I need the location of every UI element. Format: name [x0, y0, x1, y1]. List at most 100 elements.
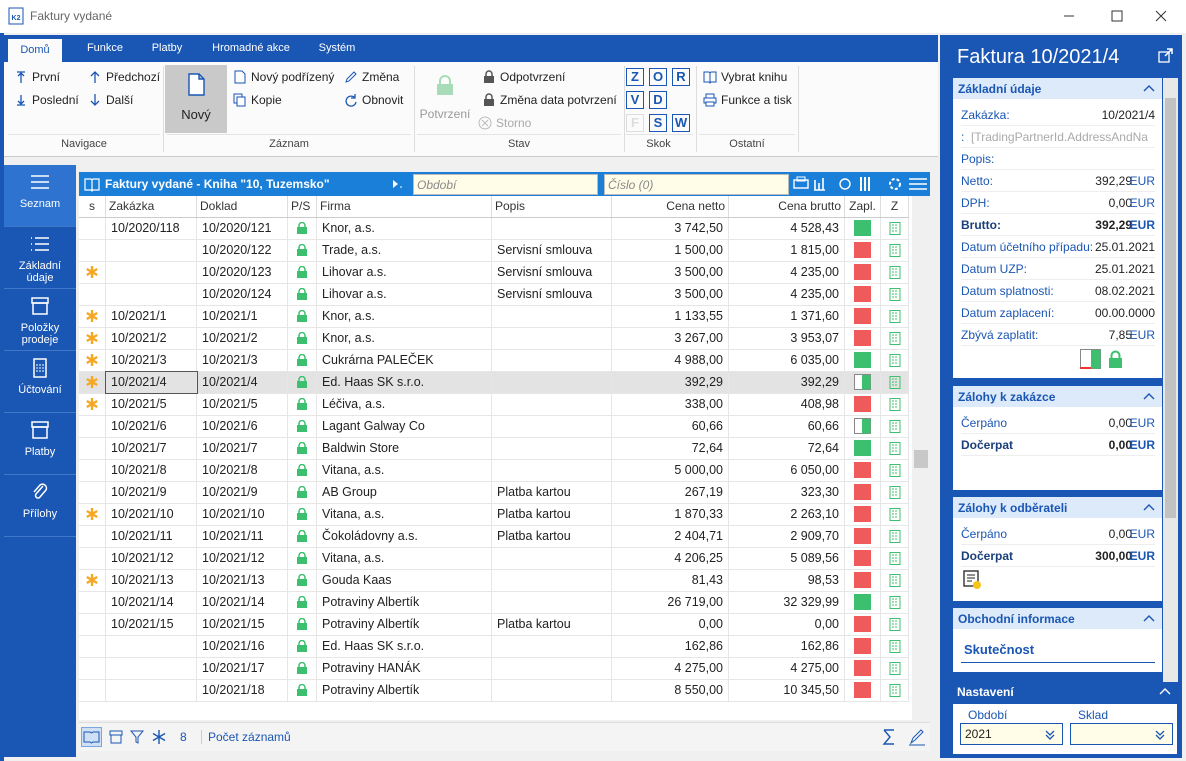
ribbon-button[interactable]: Obnovit: [344, 91, 403, 109]
splitter[interactable]: [940, 35, 948, 758]
cell-text[interactable]: 10/2021/1: [202, 309, 258, 323]
grid-row[interactable]: 10/2021/10 10/2021/10 Vitana, a.s. Platba k…: [79, 504, 909, 526]
cell-text[interactable]: 72,64: [691, 441, 723, 455]
ribbon-button[interactable]: Nový: [165, 65, 227, 133]
cell-text[interactable]: Platba kartou: [497, 507, 571, 521]
grid-row[interactable]: 10/2021/14 10/2021/14 Potraviny Albertík 26…: [79, 592, 909, 614]
cell-text[interactable]: Knor, a.s.: [322, 309, 375, 323]
cell-text[interactable]: 10/2020/122: [202, 243, 272, 257]
cell-text[interactable]: Vitana, a.s.: [322, 551, 385, 565]
button-label[interactable]: Poslední: [32, 93, 79, 107]
ribbon-tab[interactable]: Funkce: [86, 42, 124, 54]
grid-row[interactable]: 10/2021/3 10/2021/3 Cukrárna PALEČEK 4 988,…: [79, 350, 909, 372]
ribbon-button[interactable]: Další: [88, 91, 133, 109]
cell-text[interactable]: 26 719,00: [667, 595, 723, 609]
cell-text[interactable]: 10/2021/11: [202, 529, 264, 543]
sidebar-item[interactable]: Platby: [4, 413, 76, 475]
settings-title[interactable]: Nastavení: [957, 685, 1014, 699]
sidebar-label[interactable]: Seznam: [19, 198, 61, 210]
sidebar-item[interactable]: Seznam: [4, 165, 76, 227]
grid-row[interactable]: 10/2021/4 10/2021/4 Ed. Haas SK s.r.o. 392,…: [79, 371, 909, 394]
cell-text[interactable]: 10/2021/5: [202, 397, 258, 411]
section-header[interactable]: Zálohy k zakázce: [953, 386, 1162, 407]
cell-text[interactable]: 10/2021/15: [202, 617, 265, 631]
button-label[interactable]: Storno: [496, 116, 532, 130]
cell-text[interactable]: Potraviny Albertík: [322, 595, 420, 609]
sidebar-item[interactable]: Účtování: [4, 351, 76, 413]
cell-text[interactable]: 10/2021/7: [202, 441, 258, 455]
cell-text[interactable]: 10/2021/17: [202, 661, 265, 675]
cell-text[interactable]: 10/2021/11: [111, 529, 173, 543]
cell-text[interactable]: 1 133,55: [674, 309, 723, 323]
cell-text[interactable]: 10/2021/16: [202, 639, 265, 653]
cell-text[interactable]: 162,86: [800, 639, 839, 653]
section-title[interactable]: Zálohy k odběrateli: [958, 501, 1068, 515]
column-header[interactable]: Popis: [492, 196, 612, 217]
cell-text[interactable]: 10/2021/2: [111, 331, 167, 345]
section-header[interactable]: Zálohy k odběrateli: [953, 497, 1162, 518]
cell-text[interactable]: 98,53: [807, 573, 839, 587]
cell-text[interactable]: 6 035,00: [790, 353, 839, 367]
cell-text[interactable]: Lihovar a.s.: [322, 265, 387, 279]
button-label[interactable]: Nový podřízený: [251, 70, 335, 84]
ribbon-tab[interactable]: Hromadné akce: [212, 42, 290, 54]
cell-text[interactable]: 392,29: [684, 375, 723, 389]
settings-header[interactable]: Nastavení: [948, 680, 1182, 702]
grid-row[interactable]: 10/2021/5 10/2021/5 Léčiva, a.s. 338,00 408,…: [79, 394, 909, 416]
sidebar-item[interactable]: Položky prodeje: [4, 289, 76, 351]
cell-text[interactable]: 10/2021/13: [111, 573, 174, 587]
grid-row[interactable]: 10/2021/9 10/2021/9 AB Group Platba kartou 2…: [79, 482, 909, 504]
grid-row[interactable]: 10/2021/8 10/2021/8 Vitana, a.s. 5 000,00 6 …: [79, 460, 909, 482]
cell-text[interactable]: 10/2020/121: [202, 221, 272, 235]
cell-text[interactable]: 10/2021/3: [111, 353, 167, 367]
grid-row[interactable]: 10/2021/11 10/2021/11 Čokoládovny a.s. Plat…: [79, 526, 909, 548]
cell-text[interactable]: Potraviny Albertík: [322, 617, 420, 631]
cell-text[interactable]: 10/2021/9: [202, 485, 258, 499]
cell-text[interactable]: 10/2021/8: [111, 463, 167, 477]
cell-text[interactable]: 4 988,00: [674, 353, 723, 367]
sidebar-label[interactable]: Přílohy: [22, 508, 58, 520]
cell-text[interactable]: 10/2021/12: [111, 551, 174, 565]
column-header[interactable]: Cena brutto: [729, 196, 845, 217]
cell-text[interactable]: 60,66: [691, 419, 723, 433]
ribbon-button[interactable]: Změna data potvrzení: [482, 91, 617, 109]
ribbon-button[interactable]: Funkce a tisk: [703, 91, 792, 109]
column-header[interactable]: Cena netto: [612, 196, 729, 217]
cell-text[interactable]: 10/2021/4: [111, 375, 167, 389]
grid-row[interactable]: 10/2021/7 10/2021/7 Baldwin Store 72,64 72,6…: [79, 438, 909, 460]
ribbon-button[interactable]: Vybrat knihu: [703, 68, 787, 86]
section-title[interactable]: Základní údaje: [958, 82, 1042, 96]
cell-text[interactable]: 4 235,00: [790, 265, 839, 279]
filter-input[interactable]: Období: [413, 174, 598, 195]
cell-text[interactable]: 408,98: [800, 397, 839, 411]
cell-text[interactable]: Vitana, a.s.: [322, 463, 385, 477]
cell-text[interactable]: 72,64: [807, 441, 839, 455]
grid-row[interactable]: 10/2021/16 Ed. Haas SK s.r.o. 162,86 162,86: [79, 636, 909, 658]
cell-text[interactable]: 3 953,07: [790, 331, 839, 345]
column-header[interactable]: Doklad: [197, 196, 288, 217]
jump-button[interactable]: S: [649, 114, 667, 132]
cell-text[interactable]: 60,66: [807, 419, 839, 433]
cell-text[interactable]: 10/2021/3: [202, 353, 258, 367]
cell-text[interactable]: 10/2021/15: [111, 617, 174, 631]
cell-text[interactable]: 10/2021/2: [202, 331, 258, 345]
cell-text[interactable]: 2 404,71: [674, 529, 723, 543]
cell-text[interactable]: 1 371,60: [790, 309, 839, 323]
grid-row[interactable]: 10/2021/18 Potraviny Albertík 8 550,00 10 3…: [79, 680, 909, 702]
cell-text[interactable]: 10/2021/10: [111, 507, 174, 521]
sidebar-label[interactable]: Položky prodeje: [20, 322, 60, 346]
sidebar-item[interactable]: Základní údaje: [4, 227, 76, 289]
jump-button[interactable]: F: [626, 114, 644, 132]
cell-text[interactable]: 4 275,00: [790, 661, 839, 675]
column-header[interactable]: Zapl.: [845, 196, 881, 217]
cell-text[interactable]: 81,43: [691, 573, 723, 587]
cell-text[interactable]: 10/2021/9: [111, 485, 167, 499]
scrollbar[interactable]: [912, 196, 930, 720]
button-label[interactable]: Další: [106, 93, 134, 107]
ribbon-button[interactable]: Kopie: [233, 91, 282, 109]
ribbon-button[interactable]: Potvrzení: [417, 65, 473, 133]
grid-row[interactable]: 10/2021/15 10/2021/15 Potraviny Albertík Pl…: [79, 614, 909, 636]
cell-text[interactable]: Potraviny Albertík: [322, 683, 420, 697]
cell-text[interactable]: Gouda Kaas: [322, 573, 392, 587]
button-label[interactable]: Potvrzení: [419, 107, 471, 121]
